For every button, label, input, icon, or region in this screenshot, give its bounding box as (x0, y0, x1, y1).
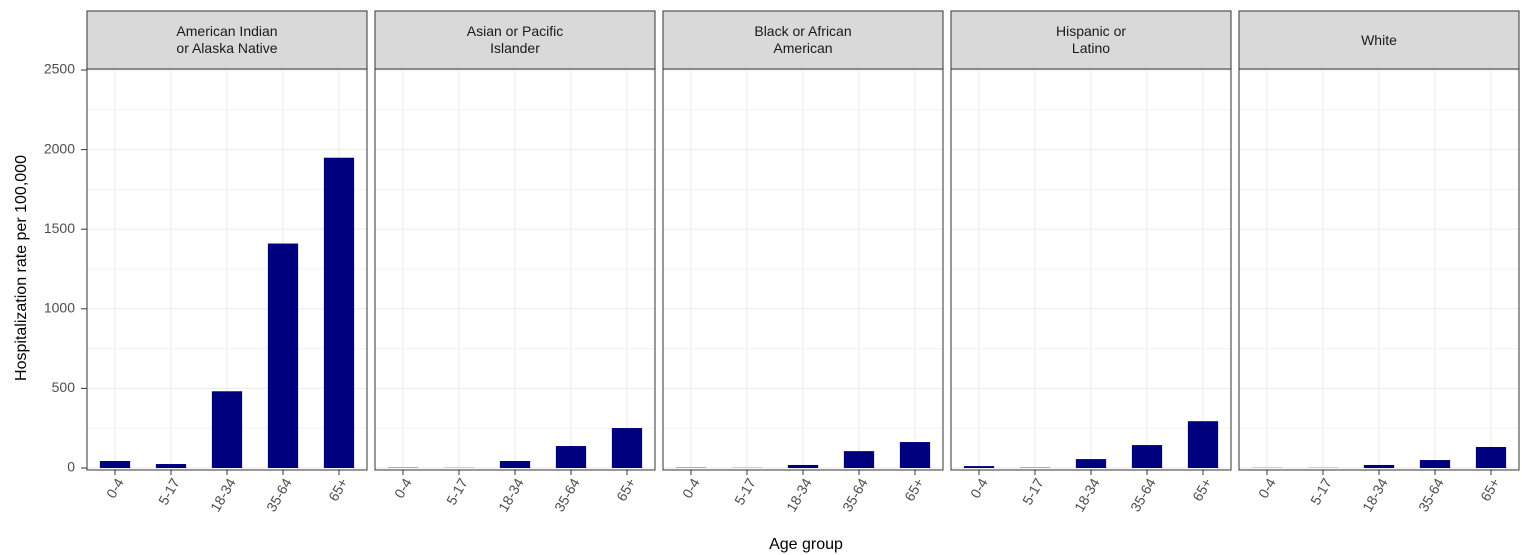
x-tick-label: 18-34 (495, 475, 527, 514)
facet-title: Black or African American (754, 23, 852, 56)
facet-title: American Indian or Alaska Native (176, 23, 278, 56)
panel-border (374, 68, 656, 471)
bar (1075, 459, 1107, 468)
x-tick-label: 35-64 (839, 475, 871, 514)
x-tick-label: 18-34 (1359, 475, 1391, 514)
facet-title: Asian or Pacific Islander (466, 23, 564, 56)
bar (499, 460, 531, 468)
x-tick-label: 5-17 (731, 475, 759, 507)
x-tick-label: 5-17 (1019, 475, 1047, 507)
bar (555, 446, 587, 468)
x-axis-title: Age group (769, 536, 843, 553)
x-tick-label: 0-4 (679, 475, 703, 501)
x-tick-label: 65+ (901, 475, 927, 504)
bar (787, 464, 819, 468)
bar (155, 464, 187, 468)
y-axis-title: Hospitalization rate per 100,000 (13, 155, 30, 381)
x-tick-label: 65+ (1189, 475, 1215, 504)
bar (1187, 421, 1219, 468)
x-tick-label: 35-64 (1127, 475, 1159, 514)
facet-title: Hispanic or Latino (1055, 23, 1127, 56)
x-tick-label: 5-17 (155, 475, 183, 507)
x-tick-label: 0-4 (391, 475, 415, 501)
y-tick-label: 0 (67, 459, 75, 475)
bar (1475, 446, 1507, 468)
y-tick-label: 2000 (44, 140, 75, 156)
panel-border (1238, 68, 1520, 471)
x-tick-label: 0-4 (1255, 475, 1279, 501)
facet-strip (662, 10, 944, 70)
facet-strip (950, 10, 1232, 70)
bar (1131, 445, 1163, 468)
bar (211, 391, 243, 468)
x-tick-label: 0-4 (103, 475, 127, 501)
x-tick-label: 65+ (613, 475, 639, 504)
bar (1419, 460, 1451, 468)
x-tick-label: 0-4 (967, 475, 991, 501)
bar (611, 428, 643, 468)
y-tick-label: 1000 (44, 300, 75, 316)
x-tick-label: 18-34 (783, 475, 815, 514)
x-tick-label: 35-64 (263, 475, 295, 514)
facet-strip (1238, 10, 1520, 70)
bar (99, 460, 131, 468)
bar (1363, 464, 1395, 468)
x-tick-label: 65+ (325, 475, 351, 504)
bar (267, 243, 299, 468)
facet-strip (374, 10, 656, 70)
bar (963, 466, 995, 468)
panel-border (950, 68, 1232, 471)
x-tick-label: 5-17 (1307, 475, 1335, 507)
y-tick-label: 1500 (44, 220, 75, 236)
facet-title: White (1361, 31, 1397, 48)
y-tick-label: 2500 (44, 61, 75, 77)
panel-border (662, 68, 944, 471)
x-tick-label: 35-64 (1415, 475, 1447, 514)
x-tick-label: 18-34 (207, 475, 239, 514)
x-tick-label: 5-17 (443, 475, 471, 507)
x-tick-label: 65+ (1477, 475, 1503, 504)
bar (843, 451, 875, 468)
panel-border (86, 68, 368, 471)
x-tick-label: 18-34 (1071, 475, 1103, 514)
bar (899, 442, 931, 468)
y-tick-label: 500 (52, 379, 76, 395)
bar (323, 157, 355, 469)
x-tick-label: 35-64 (551, 475, 583, 514)
